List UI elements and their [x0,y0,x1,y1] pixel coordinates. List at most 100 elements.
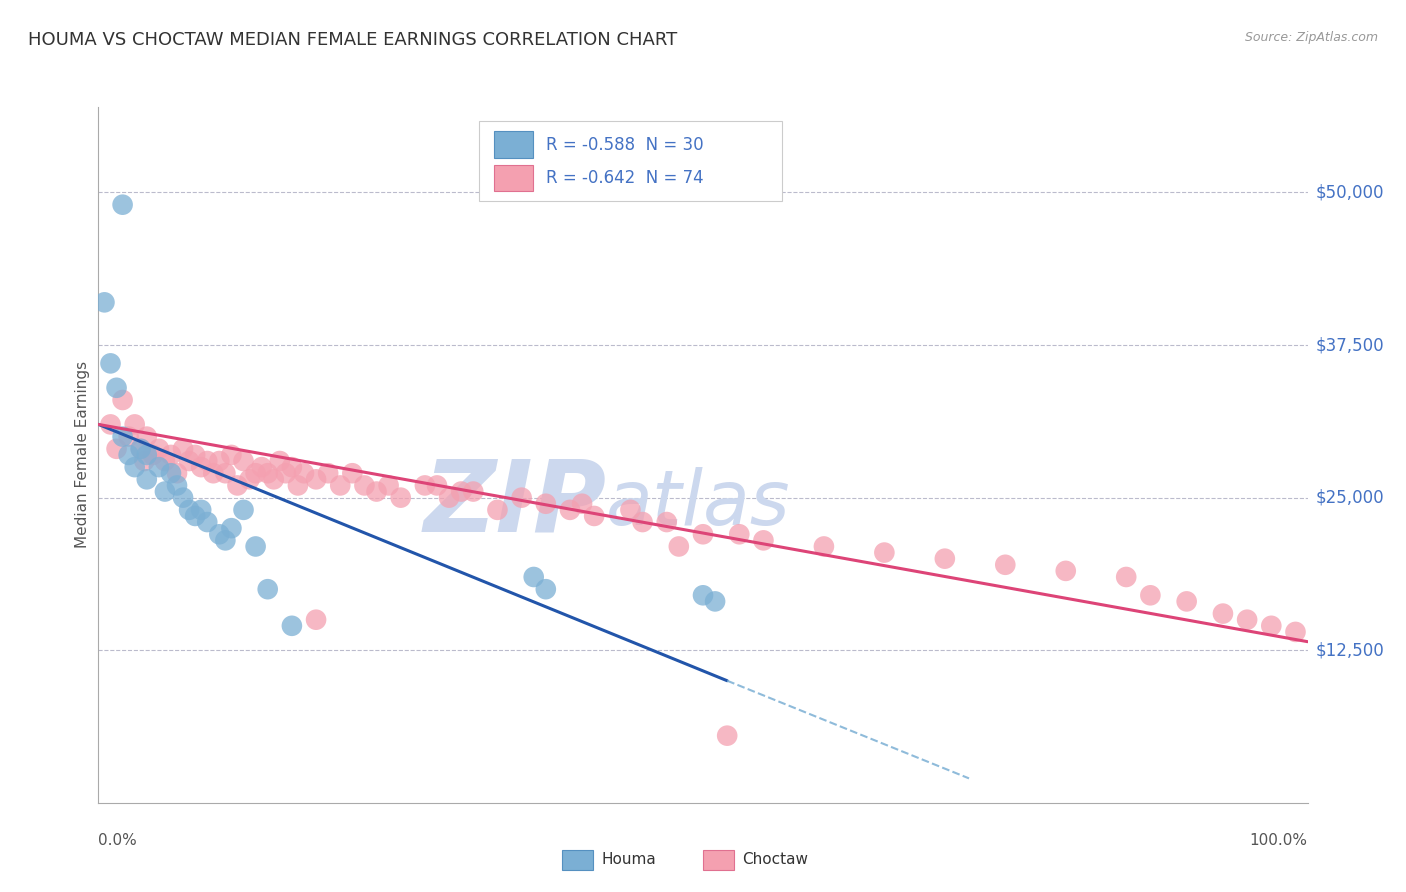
Point [105,381,128,395]
Point [214,533,236,548]
Point [100,356,122,370]
Text: R = -0.642  N = 74: R = -0.642 N = 74 [546,169,703,187]
Point [377,478,399,492]
Point [232,503,254,517]
Point [1212,607,1234,621]
Text: Source: ZipAtlas.com: Source: ZipAtlas.com [1244,31,1378,45]
Point [118,448,141,462]
Point [153,484,176,499]
Point [153,454,176,468]
FancyBboxPatch shape [494,131,533,158]
Point [305,472,328,486]
Point [292,467,315,481]
Point [177,503,201,517]
Point [105,442,128,456]
Point [177,454,201,468]
Point [172,442,194,456]
Point [166,467,188,481]
Point [631,515,654,529]
Point [195,454,218,468]
Point [281,460,304,475]
Point [571,497,593,511]
Point [316,467,339,481]
Text: atlas: atlas [606,467,790,541]
Point [160,448,183,462]
Text: Houma: Houma [602,853,657,867]
Point [202,467,225,481]
Point [426,478,449,492]
Point [534,497,557,511]
Point [692,588,714,602]
Point [190,460,212,475]
Point [510,491,533,505]
Point [1175,594,1198,608]
Point [190,503,212,517]
Text: 100.0%: 100.0% [1250,833,1308,848]
Point [208,454,231,468]
Point [160,467,183,481]
Point [250,460,273,475]
Text: $50,000: $50,000 [1316,184,1385,202]
Text: Choctaw: Choctaw [742,853,808,867]
Point [239,472,262,486]
Point [1115,570,1137,584]
Point [142,448,165,462]
Point [704,594,727,608]
Point [148,460,170,475]
Point [668,540,690,554]
Point [135,448,157,462]
Point [111,429,134,443]
Point [124,460,146,475]
Y-axis label: Median Female Earnings: Median Female Earnings [75,361,90,549]
Point [813,540,835,554]
FancyBboxPatch shape [479,121,782,201]
Point [1260,619,1282,633]
Point [873,545,896,559]
Point [329,478,352,492]
Point [450,484,472,499]
Point [256,582,278,597]
Point [287,478,309,492]
Point [245,467,267,481]
Point [214,467,236,481]
Point [486,503,509,517]
Point [366,484,388,499]
Point [208,527,231,541]
Point [184,448,207,462]
Point [232,454,254,468]
Point [100,417,122,432]
Point [1054,564,1077,578]
Point [118,429,141,443]
Text: $25,000: $25,000 [1316,489,1385,507]
Point [195,515,218,529]
Point [523,570,546,584]
Point [389,491,412,505]
Point [269,454,291,468]
Text: $37,500: $37,500 [1316,336,1385,354]
Text: 0.0%: 0.0% [98,833,138,848]
Point [221,521,243,535]
Point [129,442,152,456]
Text: ZIP: ZIP [423,455,606,552]
Point [558,503,581,517]
Point [655,515,678,529]
Point [263,472,285,486]
Point [353,478,375,492]
FancyBboxPatch shape [494,165,533,191]
Point [166,478,188,492]
Point [111,197,134,211]
Point [129,442,152,456]
Point [692,527,714,541]
Point [93,295,115,310]
Point [134,454,156,468]
Point [1284,624,1306,639]
Point [463,484,485,499]
Point [274,467,297,481]
Point [226,478,249,492]
Point [583,508,606,523]
Point [111,392,134,407]
Point [172,491,194,505]
Point [619,503,641,517]
Point [728,527,751,541]
Point [221,448,243,462]
